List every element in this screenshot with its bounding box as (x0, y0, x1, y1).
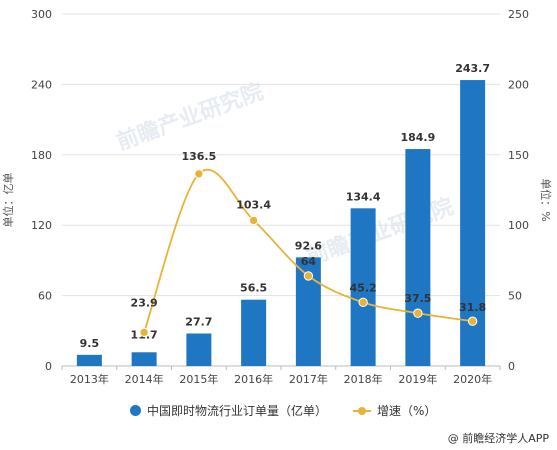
y-right-tick-label: 50 (508, 290, 522, 303)
watermark-text: 前瞻产业研究院 (303, 194, 457, 271)
legend-item-growth: 增速（%） (353, 402, 436, 419)
x-tick-label: 2019年 (398, 372, 437, 386)
bar-value-label: 134.4 (346, 190, 381, 203)
bar-value-label: 56.5 (240, 282, 267, 295)
legend-bar-swatch (130, 405, 141, 416)
y-right-tick-label: 100 (508, 219, 529, 232)
y-left-tick-label: 180 (31, 149, 52, 162)
x-tick-label: 2020年 (453, 372, 492, 386)
bar (186, 333, 212, 366)
line-value-label: 64 (301, 255, 317, 268)
bar-value-label: 243.7 (455, 62, 490, 75)
line-point (248, 215, 259, 226)
line-value-label: 37.5 (404, 292, 431, 305)
y-left-tick-label: 0 (45, 360, 52, 373)
legend-line-swatch (353, 406, 372, 415)
line-value-label: 136.5 (181, 150, 216, 163)
y-right-axis-label: 单位：% (539, 178, 553, 221)
bar (131, 352, 157, 366)
x-tick-label: 2015年 (179, 372, 218, 386)
bar (241, 299, 267, 366)
line-point (194, 169, 204, 179)
x-tick-label: 2018年 (344, 372, 383, 386)
bar (76, 354, 102, 366)
y-right-tick-label: 150 (508, 149, 529, 162)
line-value-label: 31.8 (459, 301, 486, 314)
y-left-tick-label: 240 (31, 78, 52, 91)
x-tick-label: 2016年 (234, 372, 273, 386)
source-credit: @ 前瞻经济学人APP (447, 432, 549, 445)
line-value-label: 45.2 (350, 281, 377, 294)
line-point (413, 308, 423, 318)
line-point (303, 271, 314, 281)
y-left-axis-label: 单位：亿单 (1, 173, 15, 228)
legend-bar-label: 中国即时物流行业订单量（亿单） (147, 404, 328, 418)
y-right-tick-label: 200 (508, 78, 529, 91)
watermark-text: 前瞻产业研究院 (113, 79, 267, 156)
bar (405, 149, 431, 366)
bar-value-label: 184.9 (400, 131, 435, 144)
x-tick-label: 2017年 (289, 372, 328, 386)
y-left-tick-label: 300 (31, 8, 52, 21)
legend: 中国即时物流行业订单量（亿单） 增速（%） (130, 402, 436, 419)
line-value-label: 23.9 (131, 296, 158, 309)
y-left-tick-label: 120 (31, 219, 52, 232)
line-value-label: 103.4 (236, 198, 271, 211)
bar-value-label: 9.5 (80, 337, 100, 350)
y-right-tick-label: 250 (508, 8, 529, 21)
line-point (358, 297, 368, 308)
y-left-tick-label: 60 (38, 290, 52, 303)
bar (350, 208, 376, 366)
legend-line-label: 增速（%） (377, 404, 437, 418)
bar-value-label: 27.7 (185, 315, 212, 328)
x-tick-label: 2013年 (70, 372, 109, 386)
y-right-tick-label: 0 (508, 360, 515, 373)
x-tick-label: 2014年 (125, 372, 164, 386)
legend-item-orders: 中国即时物流行业订单量（亿单） (130, 402, 327, 419)
line-point (139, 327, 149, 338)
bar-value-label: 92.6 (295, 239, 322, 252)
line-point (467, 316, 478, 326)
